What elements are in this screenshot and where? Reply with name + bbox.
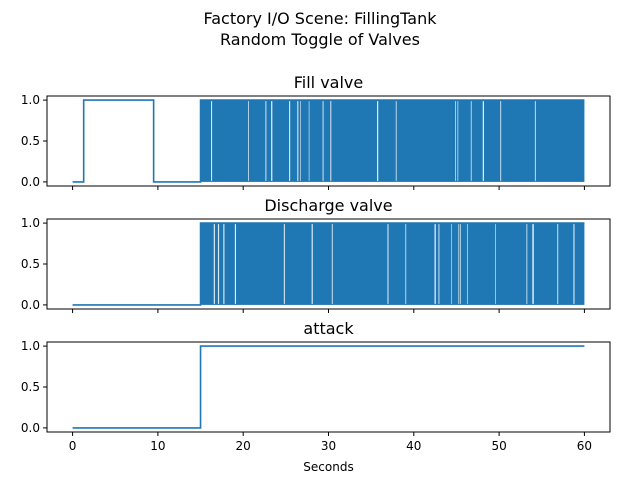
x-tick-label: 60 <box>577 439 592 453</box>
series-dense-toggle-region <box>200 100 585 182</box>
subplot-2: Discharge valve 0.0 0.5 1.0 <box>21 196 611 313</box>
subplot-title: Fill valve <box>294 73 364 92</box>
x-tick-label: 20 <box>236 439 251 453</box>
subplot-1: Fill valve 0.0 0.5 1.0 <box>21 73 611 190</box>
x-axis-label: Seconds <box>303 460 353 474</box>
x-tick-label: 50 <box>491 439 506 453</box>
subplot-title: attack <box>303 319 354 338</box>
figure-title-line1: Factory I/O Scene: FillingTank <box>203 9 437 28</box>
axes-frame <box>46 341 611 433</box>
series-dense-toggle-region <box>200 223 585 305</box>
y-tick-label: 0.5 <box>21 380 40 394</box>
subplot-3: attack 0.0 0.5 1.0 0 10 20 30 40 50 60 Seconds <box>21 319 611 474</box>
series-line <box>72 345 585 429</box>
y-tick-label: 0.0 <box>21 298 40 312</box>
y-tick-label: 0.5 <box>21 257 40 271</box>
y-tick-label: 1.0 <box>21 339 40 353</box>
y-tick-label: 0.0 <box>21 421 40 435</box>
x-tick-label: 30 <box>321 439 336 453</box>
series-line <box>72 99 585 183</box>
subplot-title: Discharge valve <box>264 196 392 215</box>
figure-title-line2: Random Toggle of Valves <box>220 30 420 49</box>
x-tick-label: 0 <box>69 439 77 453</box>
y-tick-label: 0.0 <box>21 175 40 189</box>
y-tick-label: 1.0 <box>21 93 40 107</box>
series-line <box>72 222 585 306</box>
subplots: Fill valve 0.0 0.5 1.0 Discharge valve 0.0 0.5… <box>21 73 611 474</box>
x-tick-label: 40 <box>406 439 421 453</box>
y-tick-label: 0.5 <box>21 134 40 148</box>
axes-frame <box>46 95 611 187</box>
x-tick-label: 10 <box>150 439 165 453</box>
axes-frame <box>46 218 611 310</box>
y-tick-label: 1.0 <box>21 216 40 230</box>
